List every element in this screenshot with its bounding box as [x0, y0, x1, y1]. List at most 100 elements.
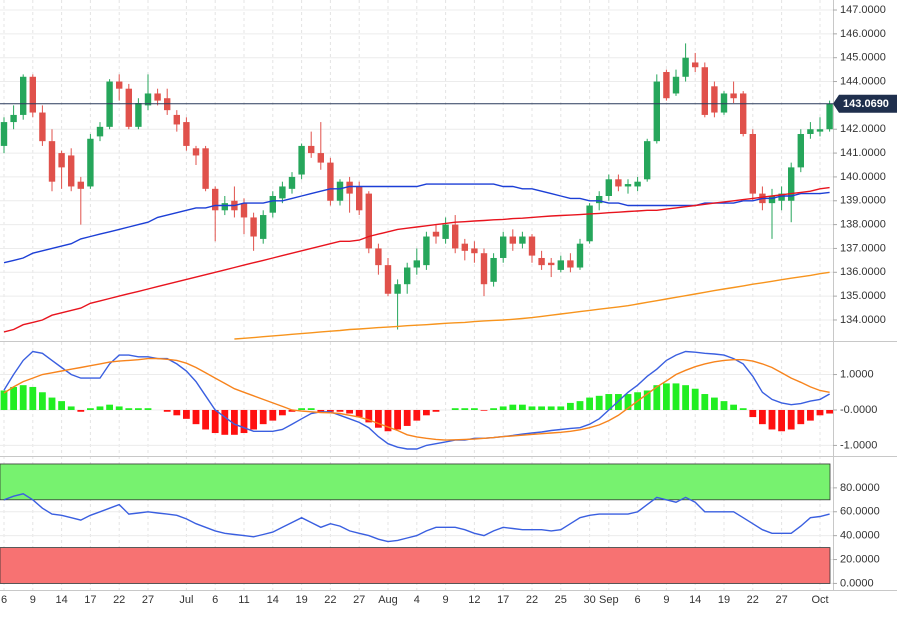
histogram-bar [307, 408, 315, 410]
histogram-bar [221, 409, 229, 435]
histogram-bar [711, 397, 718, 410]
candle-body [336, 181, 344, 201]
x-tick-label: Sep [599, 594, 619, 606]
y-tick-label: -0.0000 [840, 404, 877, 416]
candle-body [624, 184, 632, 187]
candle-body [183, 122, 190, 146]
histogram-bar [192, 409, 200, 425]
indicator-line [3, 357, 830, 441]
y-tick-label: 1.0000 [840, 368, 874, 380]
labels-layer: 6 9 14 17 22 27 Jul 6 11 14 19 22 27 Aug 4 9 12 17 22 25 30 S… [0, 4, 897, 606]
candle-body [394, 284, 401, 294]
y-tick-label: 80.0000 [840, 482, 880, 494]
histogram-bar [279, 409, 286, 416]
histogram-bar [403, 409, 411, 426]
candle-body [221, 203, 228, 211]
candle-body [288, 176, 296, 189]
histogram-bar [567, 402, 574, 410]
candle-body [116, 81, 123, 89]
histogram-bar [298, 408, 305, 410]
histogram-bar [528, 406, 536, 410]
candle-body [586, 205, 593, 242]
histogram-bar [19, 385, 27, 410]
y-tick-label: 144.0000 [840, 75, 886, 87]
histogram-bar [384, 409, 392, 432]
y-tick-label: 0.0000 [840, 577, 874, 589]
histogram-bar [691, 388, 699, 410]
candle-body [68, 155, 75, 187]
candle-body [797, 133, 804, 168]
histogram-bar [538, 406, 545, 410]
y-tick-label: 137.0000 [840, 242, 886, 254]
candle-body [663, 72, 670, 99]
x-tick-label: 25 [555, 594, 567, 606]
x-tick-label: Aug [378, 594, 398, 606]
histogram-bar [77, 409, 85, 412]
histogram-bar [471, 408, 478, 410]
x-tick-label: 19 [295, 594, 307, 606]
candle-body [778, 193, 785, 201]
histogram-bar [701, 394, 709, 410]
candle-body [701, 67, 708, 115]
histogram-bar [48, 397, 56, 410]
histogram-bar [749, 409, 757, 418]
indicator-line [3, 493, 830, 543]
x-tick-label: 27 [775, 594, 787, 606]
histogram-bar [432, 409, 440, 412]
band [0, 547, 831, 584]
histogram-bar [163, 409, 171, 412]
histogram-bar [451, 408, 459, 410]
histogram-bar [461, 408, 469, 410]
candle-body [298, 145, 305, 175]
candle-body [500, 236, 507, 258]
histogram-bar [423, 409, 430, 416]
histogram-bar [672, 383, 680, 410]
candle-body [77, 181, 84, 189]
candle-body [202, 148, 209, 189]
x-tick-label: 17 [84, 594, 96, 606]
y-tick-label: 145.0000 [840, 52, 886, 64]
indicator-line [3, 350, 830, 450]
histogram-bar [250, 409, 257, 430]
histogram-bar [605, 394, 613, 410]
x-tick-label: 11 [238, 594, 249, 606]
x-tick-label: 22 [747, 594, 759, 606]
panel [0, 350, 833, 450]
histogram-bar [336, 409, 344, 412]
histogram-bar [643, 390, 651, 410]
candle-body [528, 236, 536, 256]
x-tick-label: 19 [718, 594, 730, 606]
histogram-bar [557, 406, 565, 410]
candle-body [557, 260, 564, 270]
x-tick-label: 27 [142, 594, 154, 606]
y-tick-label: 135.0000 [840, 290, 886, 302]
candle-body [740, 93, 747, 134]
histogram-bar [375, 409, 382, 428]
histogram-bar [768, 409, 776, 430]
x-tick-label: 30 [583, 594, 595, 606]
histogram-bar [413, 409, 421, 421]
candle-body [432, 231, 440, 237]
candle-body [413, 260, 420, 268]
histogram-bar [288, 409, 296, 412]
histogram-bar [87, 408, 94, 410]
candle-body [250, 217, 257, 237]
candle-body [144, 93, 152, 106]
candle-body [567, 260, 574, 268]
candle-body [826, 103, 833, 130]
candle-body [692, 62, 699, 68]
x-tick-label: 14 [55, 594, 67, 606]
histogram-bar [202, 409, 209, 430]
histogram-bar [29, 386, 37, 410]
candle-body [538, 257, 545, 266]
histogram-bar [816, 409, 824, 416]
histogram-bar [259, 409, 267, 425]
histogram-bar [58, 401, 65, 410]
histogram-bar [730, 404, 737, 410]
candle-body [788, 167, 795, 201]
candle-body [596, 195, 603, 204]
candle-body [471, 248, 478, 254]
last-price-tag [833, 94, 897, 113]
